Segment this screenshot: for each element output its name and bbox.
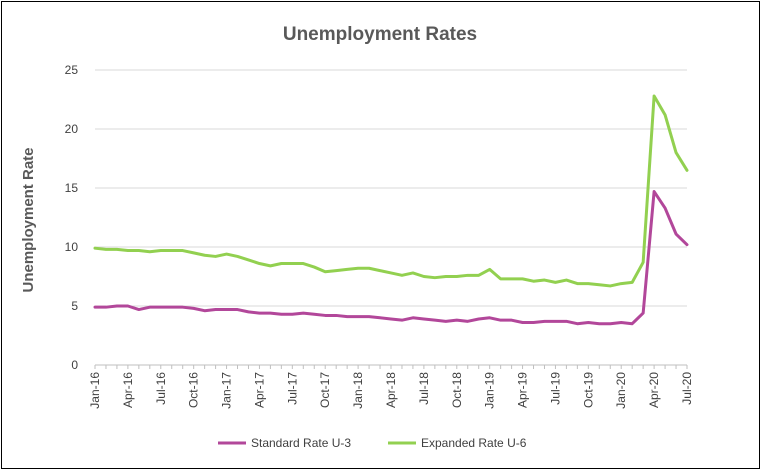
legend-label: Standard Rate U-3 [251,436,351,450]
y-tick-label: 5 [71,299,78,313]
y-tick-label: 10 [65,240,79,254]
y-tick-label: 20 [65,122,79,136]
x-axis [94,364,688,369]
x-tick-labels: Jan-16 Apr-16 Jul-16 Oct-16 Jan-17 Apr-17 Jul-… [88,372,694,409]
x-tick-label: Jan-19 [483,372,497,409]
y-tick-labels: 0 5 10 15 20 25 [65,63,79,372]
x-tick-label: Apr-20 [647,372,661,408]
x-tick-label: Jul-19 [548,372,562,405]
series-line-u6 [93,94,689,288]
x-tick-label: Apr-18 [384,372,398,408]
x-tick-label: Jan-17 [220,372,234,409]
y-axis-label: Unemployment Rate [20,147,37,292]
x-tick-label: Jan-18 [351,372,365,409]
x-tick-label: Jan-16 [88,372,102,409]
x-tick-label: Oct-17 [318,372,332,408]
y-tick-label: 25 [65,63,79,77]
x-tick-label: Apr-19 [516,372,530,408]
x-tick-label: Jul-18 [417,372,431,405]
y-tick-label: 15 [65,181,79,195]
y-tick-label: 0 [71,358,78,372]
x-tick-label: Jul-17 [285,372,299,405]
x-tick-label: Apr-16 [121,372,135,408]
x-tick-label: Oct-19 [581,372,595,408]
x-tick-label: Oct-16 [187,372,201,408]
x-tick-label: Jul-20 [680,372,694,405]
x-tick-label: Apr-17 [252,372,266,408]
x-tick-label: Jan-20 [614,372,628,409]
legend-label: Expanded Rate U-6 [421,436,527,450]
legend: Standard Rate U-3 Expanded Rate U-6 [218,436,527,450]
chart-title: Unemployment Rates [283,24,477,45]
x-tick-label: Jul-16 [154,372,168,405]
series-lines [93,94,689,326]
gridlines [95,69,687,307]
x-tick-label: Oct-18 [450,372,464,408]
series-line-u3 [93,190,689,326]
